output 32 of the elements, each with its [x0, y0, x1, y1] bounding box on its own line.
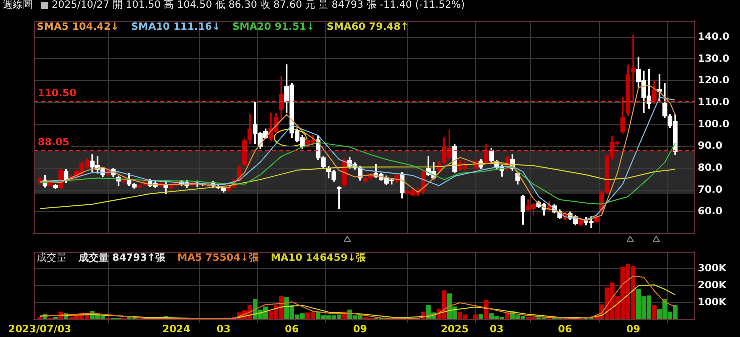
text: SMA60 79.48↑ [326, 22, 410, 33]
x-tick-label: 2024 [162, 324, 191, 336]
y-tick-label: 140.0 [698, 32, 730, 43]
y-tick-label: 200K [698, 280, 728, 292]
text: SMA10 111.16↓ [131, 22, 221, 33]
x-tick-label: 09 [626, 324, 640, 336]
chart-title: 週線圖 [3, 0, 33, 11]
y-tick-label: 70.0 [698, 184, 723, 196]
text: 成交量 84793↑張 [79, 253, 166, 264]
x-tick-label: 03 [490, 324, 504, 336]
y-tick-label: 60.0 [698, 206, 723, 218]
text: MA5 75504↓張 [178, 253, 259, 264]
y-tick-label: 100.0 [698, 119, 730, 130]
y-tick-label: 100K [698, 298, 728, 309]
y-tick-label: 130.0 [698, 54, 730, 65]
chart-title: 成交量 [37, 253, 67, 264]
x-tick-label: 06 [285, 324, 300, 336]
x-tick-label: 2025 [440, 324, 469, 336]
text: SMA20 91.51↓ [232, 22, 315, 33]
y-tick-label: 120.0 [698, 76, 730, 87]
text: SMA5 104.42↓ [37, 22, 120, 33]
ref-line-label: 110.50 [38, 88, 77, 100]
ref-line-label: 88.05 [38, 137, 70, 148]
y-tick-label: 90.0 [698, 141, 723, 152]
text: MA10 146459↓張 [270, 253, 366, 264]
x-tick-label: 09 [353, 324, 368, 336]
y-tick-label: 110.0 [698, 98, 730, 109]
x-tick-label: 03 [216, 324, 231, 336]
x-tick-label: 06 [558, 324, 572, 336]
y-tick-label: 300K [698, 264, 728, 275]
y-tick-label: 80.0 [698, 163, 723, 174]
x-tick-label: 2023/07/03 [8, 324, 72, 336]
